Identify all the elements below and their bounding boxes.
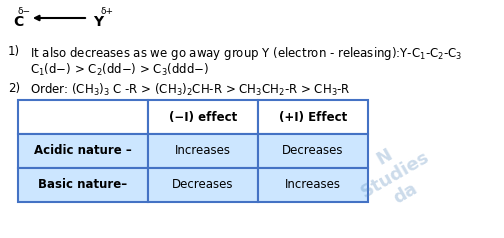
Text: Decreases: Decreases: [172, 178, 234, 192]
Text: It also decreases as we go away group Y (electron - releasing):Y-C$_1$-C$_2$-C$_: It also decreases as we go away group Y …: [30, 45, 462, 62]
Bar: [18, 134, 148, 168]
Text: C$_1$(d−) > C$_2$(dd−) > C$_3$(ddd−): C$_1$(d−) > C$_2$(dd−) > C$_3$(ddd−): [30, 62, 209, 78]
Text: Increases: Increases: [175, 144, 231, 158]
Text: (−I) effect: (−I) effect: [169, 110, 237, 124]
Text: δ−: δ−: [18, 6, 31, 15]
Text: 1): 1): [8, 45, 20, 58]
Bar: [258, 100, 368, 134]
Text: δ+: δ+: [100, 6, 113, 15]
Bar: [258, 168, 368, 202]
Text: 2): 2): [8, 82, 20, 95]
Text: N
Studies
da: N Studies da: [347, 130, 443, 220]
Bar: [148, 168, 258, 202]
Bar: [148, 134, 258, 168]
Text: C: C: [13, 15, 23, 29]
Text: Order: (CH$_3$)$_3$ C -R > (CH$_3$)$_2$CH-R > CH$_3$CH$_2$-R > CH$_3$-R: Order: (CH$_3$)$_3$ C -R > (CH$_3$)$_2$C…: [30, 82, 351, 98]
Bar: [18, 100, 148, 134]
Text: Decreases: Decreases: [282, 144, 344, 158]
Text: Basic nature–: Basic nature–: [38, 178, 128, 192]
Bar: [258, 134, 368, 168]
Text: (+I) Effect: (+I) Effect: [279, 110, 347, 124]
Bar: [148, 100, 258, 134]
Text: Y: Y: [93, 15, 103, 29]
Bar: [18, 168, 148, 202]
Text: Increases: Increases: [285, 178, 341, 192]
Text: Acidic nature –: Acidic nature –: [34, 144, 132, 158]
